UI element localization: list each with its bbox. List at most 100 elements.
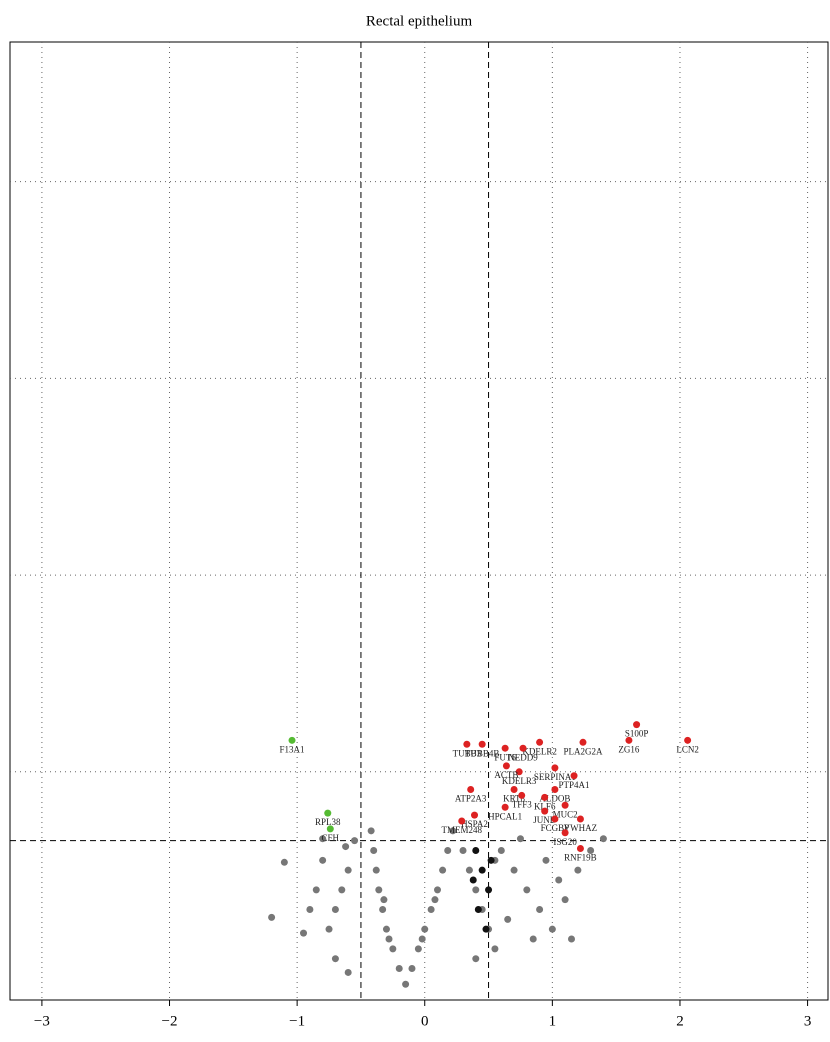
point — [439, 866, 447, 874]
point — [280, 858, 288, 866]
gene-label: SERPINA1 — [534, 772, 576, 782]
point — [319, 835, 327, 843]
point — [351, 837, 359, 845]
point — [372, 866, 380, 874]
gene-label: KDELR3 — [502, 776, 537, 786]
point — [474, 906, 482, 914]
point — [548, 925, 556, 933]
point — [458, 817, 466, 825]
point — [551, 815, 559, 823]
point — [324, 809, 332, 817]
point — [331, 906, 339, 914]
point — [427, 906, 435, 914]
point — [478, 740, 486, 748]
gene-label: TUBB3 — [453, 748, 482, 758]
point — [519, 744, 527, 752]
point — [510, 866, 518, 874]
gene-label: ACTB — [494, 770, 518, 780]
point — [536, 738, 544, 746]
point — [516, 835, 524, 843]
gene-label: FCGBP — [541, 823, 570, 833]
gene-label: TFF3 — [512, 799, 533, 809]
point — [268, 913, 276, 921]
point — [379, 906, 387, 914]
point — [306, 906, 314, 914]
gene-label: F13A1 — [280, 744, 305, 754]
gene-label: KDELR2 — [522, 746, 557, 756]
point — [414, 945, 422, 953]
gene-label: ATP2A3 — [455, 794, 487, 804]
gene-label: HPCAL1 — [488, 811, 522, 821]
point — [382, 925, 390, 933]
point — [449, 827, 457, 835]
point — [380, 896, 388, 904]
gene-label: YWHAZ — [564, 823, 598, 833]
point — [523, 886, 531, 894]
point — [370, 846, 378, 854]
point — [561, 829, 569, 837]
gene-label: CFH — [322, 833, 340, 843]
point — [567, 935, 575, 943]
point — [288, 736, 296, 744]
gene-label: FUT6 — [494, 752, 516, 762]
point — [515, 768, 523, 776]
point — [326, 825, 334, 833]
point — [599, 835, 607, 843]
x-tick-label: −1 — [289, 1013, 305, 1029]
point — [501, 744, 509, 752]
point — [541, 807, 549, 815]
point — [472, 886, 480, 894]
point — [465, 866, 473, 874]
gene-label: PTP4A1 — [559, 780, 590, 790]
point — [444, 846, 452, 854]
x-tick-label: 2 — [676, 1013, 684, 1029]
point — [561, 896, 569, 904]
point — [482, 925, 490, 933]
point — [555, 876, 563, 884]
x-tick-label: 1 — [549, 1013, 557, 1029]
point — [375, 886, 383, 894]
x-tick-label: 0 — [421, 1013, 429, 1029]
point — [502, 762, 510, 770]
point — [389, 945, 397, 953]
point — [529, 935, 537, 943]
gene-label: TUBB4B — [465, 748, 500, 758]
point — [487, 856, 495, 864]
gene-label: RNF19B — [564, 853, 597, 863]
x-tick-label: 3 — [804, 1013, 812, 1029]
point — [625, 736, 633, 744]
point — [542, 856, 550, 864]
point — [574, 866, 582, 874]
point — [421, 925, 429, 933]
point — [491, 945, 499, 953]
point — [408, 965, 416, 973]
gene-label: MUC2 — [553, 809, 578, 819]
point — [463, 740, 471, 748]
plot-frame — [9, 41, 829, 1001]
point — [587, 846, 595, 854]
point — [367, 827, 375, 835]
point — [579, 738, 587, 746]
point — [570, 772, 578, 780]
gene-label: S100P — [625, 729, 649, 739]
gene-label: KRT8 — [503, 794, 525, 804]
gene-label: KLF6 — [534, 801, 556, 811]
point — [342, 843, 350, 851]
point — [551, 764, 559, 772]
point — [684, 736, 692, 744]
gene-label: LCN2 — [676, 744, 699, 754]
gene-label: JUND — [533, 815, 557, 825]
point — [418, 935, 426, 943]
point — [536, 906, 544, 914]
point — [561, 801, 569, 809]
point — [402, 980, 410, 988]
gene-label: ZG16 — [618, 744, 639, 754]
x-tick-label: −2 — [162, 1013, 178, 1029]
point — [385, 935, 393, 943]
point — [300, 929, 308, 937]
point — [472, 846, 480, 854]
point — [395, 965, 403, 973]
gene-label: PLA2G2A — [563, 746, 603, 756]
